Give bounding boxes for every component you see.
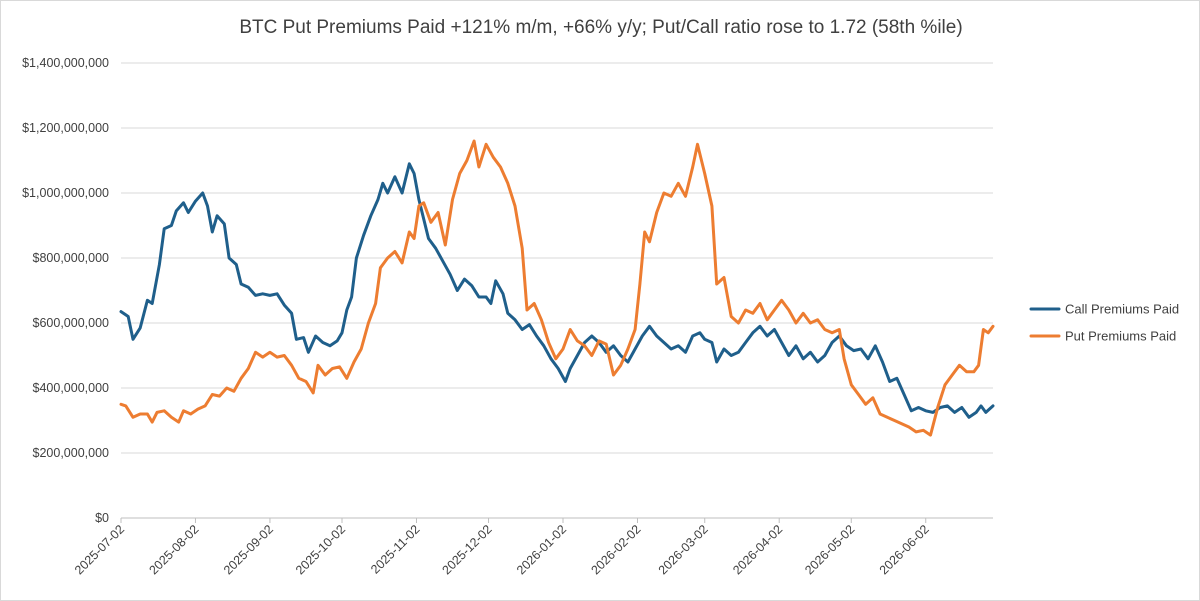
x-tick-label: 2026-01-02 [514, 522, 569, 577]
x-tick-label: 2025-11-02 [368, 522, 422, 576]
x-tick-label: 2026-05-02 [802, 522, 857, 577]
series-line-put [119, 139, 995, 437]
series-line-call [119, 162, 995, 419]
x-tick-label: 2026-03-02 [656, 522, 711, 577]
y-tick-label: $400,000,000 [33, 381, 110, 395]
x-tick-label: 2026-06-02 [877, 522, 932, 577]
y-tick-label: $1,000,000,000 [22, 186, 109, 200]
x-tick-label: 2025-10-02 [293, 522, 348, 577]
y-tick-label: $200,000,000 [33, 446, 110, 460]
y-tick-label: $1,400,000,000 [22, 56, 109, 70]
y-tick-label: $600,000,000 [33, 316, 110, 330]
x-tick-label: 2025-12-02 [440, 522, 495, 577]
y-tick-label: $0 [95, 511, 109, 525]
chart-title: BTC Put Premiums Paid +121% m/m, +66% y/… [239, 17, 963, 38]
y-tick-label: $800,000,000 [33, 251, 110, 265]
y-tick-label: $1,200,000,000 [22, 121, 109, 135]
x-tick-label: 2025-08-02 [146, 522, 201, 577]
x-tick-label: 2026-02-02 [588, 522, 643, 577]
x-tick-label: 2025-07-02 [72, 522, 127, 577]
legend-label: Put Premiums Paid [1065, 329, 1176, 344]
x-tick-label: 2025-09-02 [221, 522, 276, 577]
x-tick-label: 2026-04-02 [730, 522, 785, 577]
legend-label: Call Premiums Paid [1065, 302, 1179, 317]
